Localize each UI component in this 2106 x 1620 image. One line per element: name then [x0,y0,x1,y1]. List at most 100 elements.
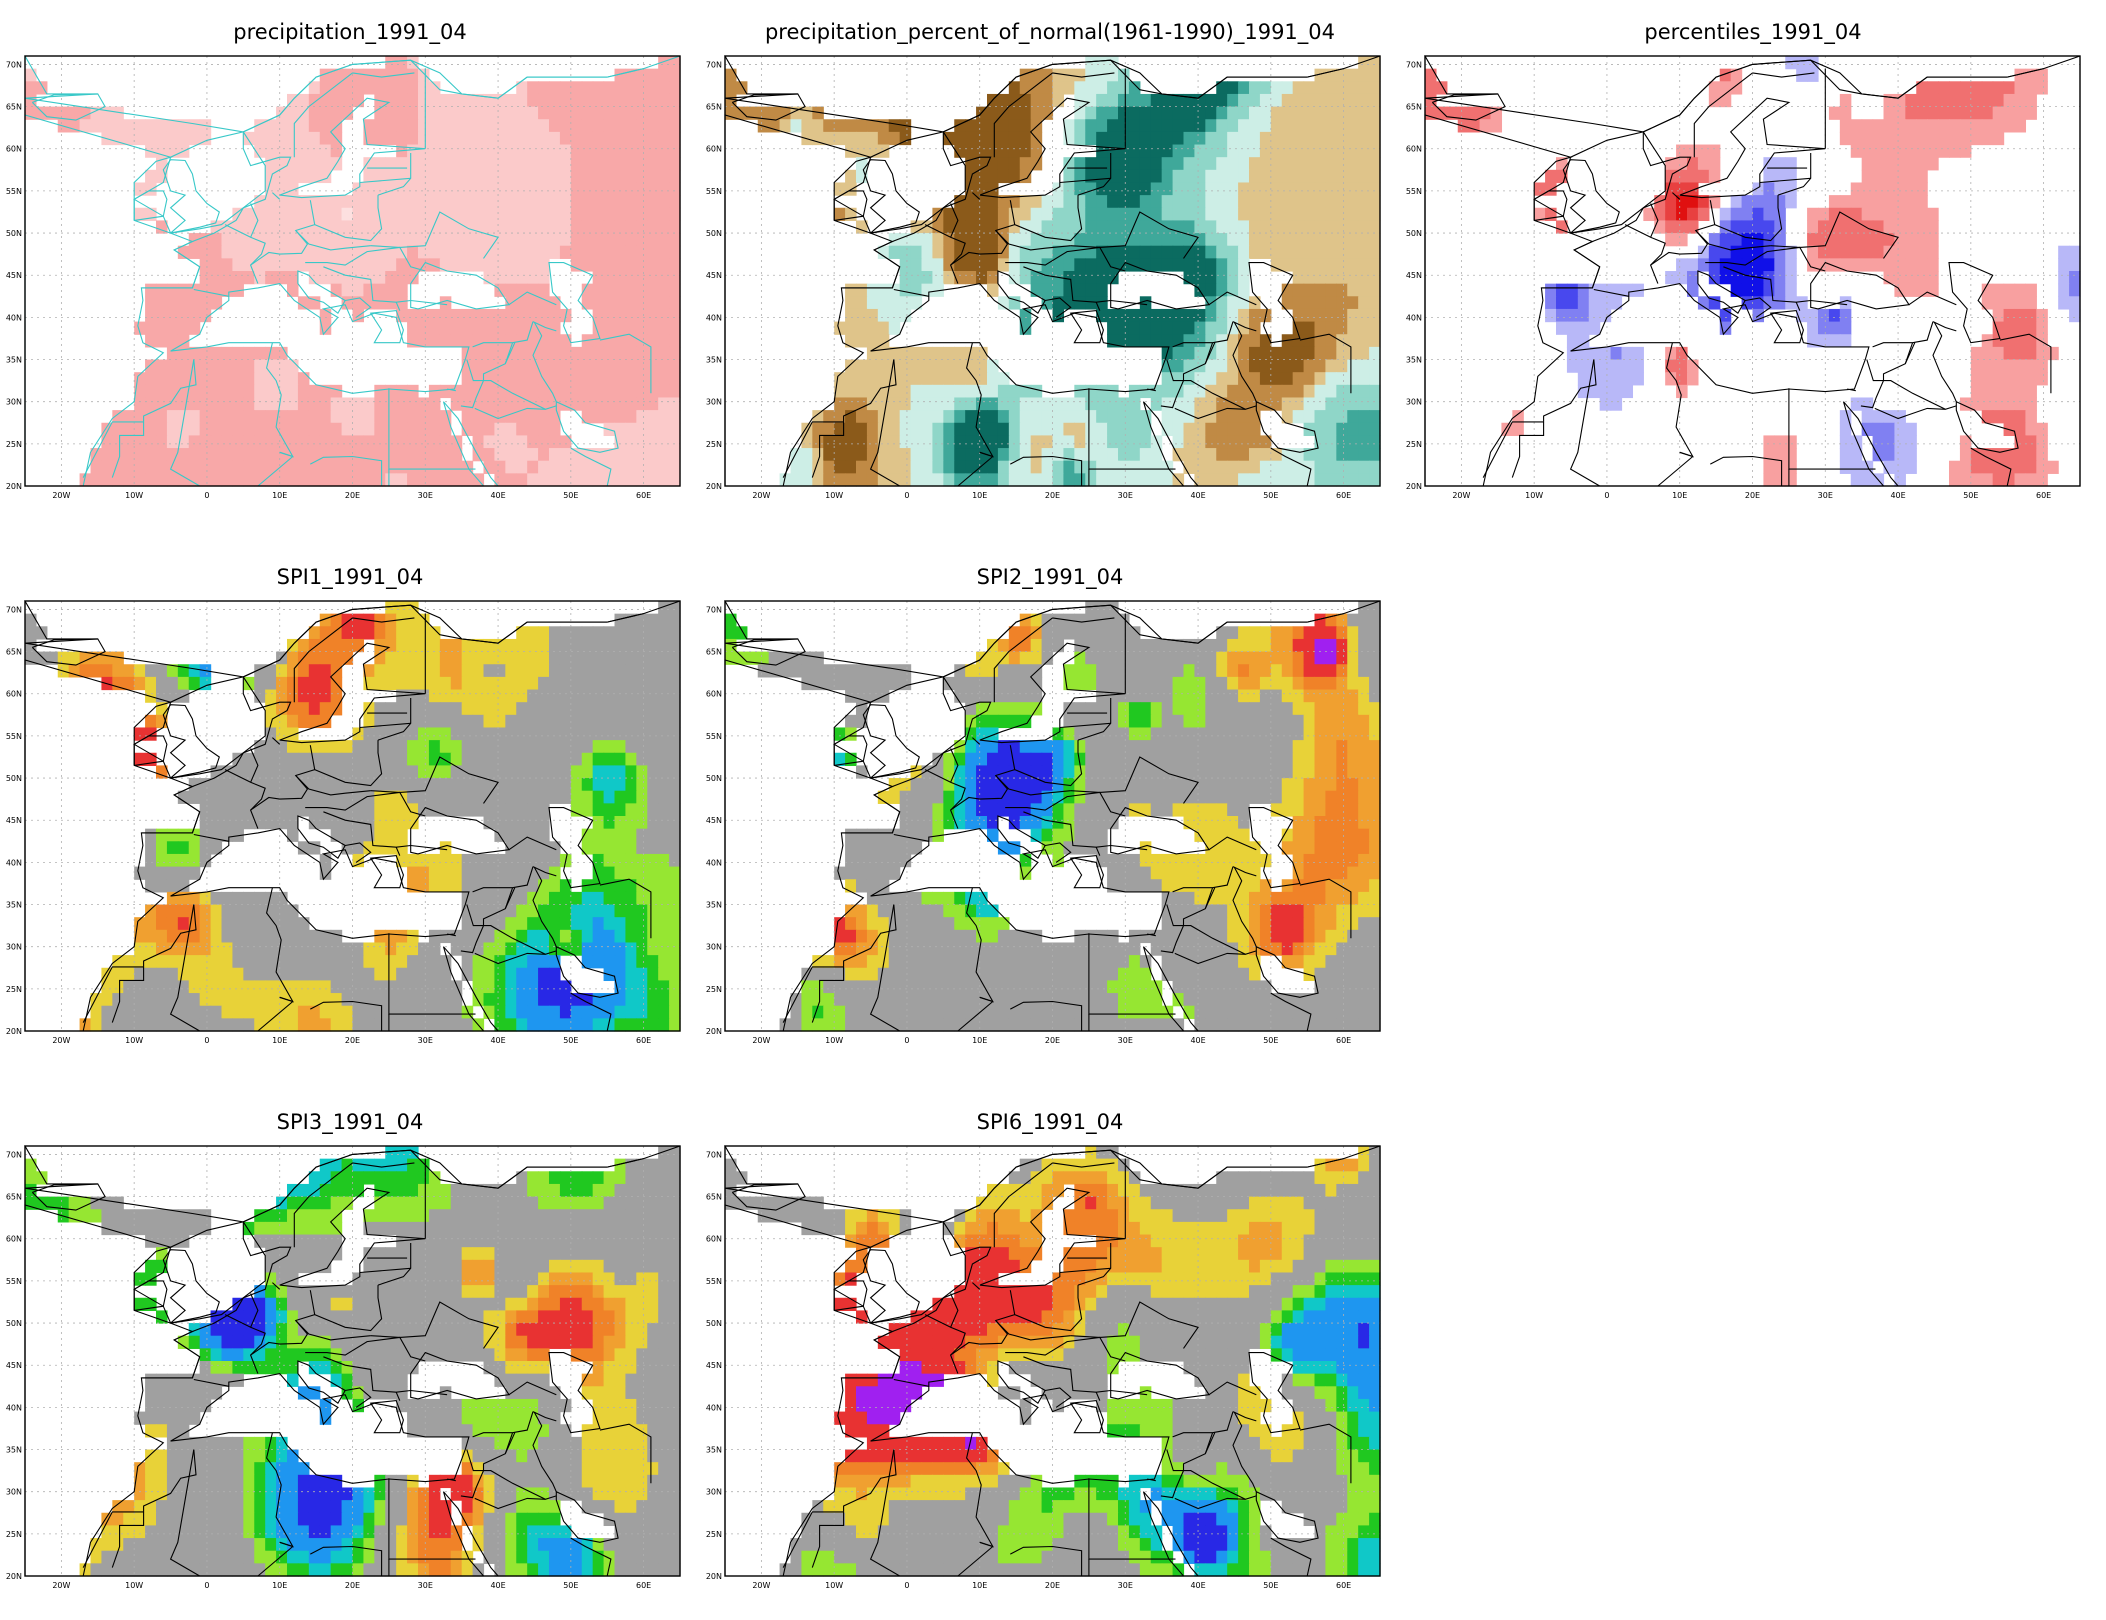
data-cell [636,271,648,285]
data-cell [199,422,212,437]
data-cell [1883,207,1896,222]
data-cell [943,220,955,234]
data-cell [965,397,977,411]
data-cell [1161,460,1174,474]
data-cell [472,651,485,665]
data-cell [210,220,223,234]
data-cell [1369,258,1381,272]
data-cell [888,448,901,462]
data-cell [669,410,681,424]
data-cell [319,638,332,653]
data-cell [472,638,485,653]
data-cell [997,207,1010,222]
data-cell [134,993,146,1007]
data-cell [276,904,288,918]
data-cell [1238,321,1250,335]
data-cell [1556,296,1568,310]
data-cell [965,372,977,386]
data-cell [177,435,190,449]
data-cell [1030,397,1043,411]
data-cell [221,904,234,918]
data-cell [374,119,386,133]
data-cell [1118,220,1130,234]
data-cell [57,106,70,120]
data-cell [1358,422,1370,437]
data-cell [494,879,506,893]
data-cell [265,676,277,691]
data-cell [658,258,670,272]
data-cell [1916,271,1928,285]
data-cell [636,182,648,196]
data-cell [658,929,670,944]
data-cell [221,245,234,259]
data-cell [297,765,310,779]
data-cell [1238,422,1250,437]
data-cell [603,220,616,234]
data-cell [647,448,659,462]
data-cell [341,816,354,830]
data-cell [254,676,266,691]
data-cell [297,397,310,411]
country-border [1052,72,1115,78]
data-cell [330,435,343,449]
data-cell [614,422,627,437]
data-cell [287,157,299,171]
data-cell [156,980,168,994]
data-cell [1259,334,1272,348]
data-cell [341,283,354,297]
data-cell [1107,245,1119,259]
data-cell [1150,169,1163,184]
data-cell [516,410,528,424]
data-cell [1861,182,1874,196]
data-cell [647,68,659,82]
data-cell [965,271,977,285]
data-cell [581,384,594,399]
data-cell [899,245,912,259]
data-cell [1927,106,1939,120]
data-cell [1074,283,1086,297]
data-cell [987,359,999,373]
data-cell [265,891,277,906]
data-cell [1249,195,1261,209]
data-cell [472,917,485,931]
data-cell [603,828,616,842]
data-cell [625,828,637,842]
data-cell [396,245,408,259]
data-cell [221,891,234,906]
data-cell [1292,144,1305,158]
data-cell [1161,384,1174,399]
data-cell [943,448,955,462]
coastlines-and-borders [724,55,1381,487]
data-cell [1665,359,1677,373]
data-cell [505,346,517,361]
data-cell [221,460,234,474]
data-cell [1325,220,1337,234]
data-cell [1347,131,1359,146]
data-cell [1281,258,1294,272]
data-cell [658,334,670,348]
data-cell [877,334,890,348]
data-cell [1150,258,1163,272]
data-cell [625,106,637,120]
data-cell [407,803,419,817]
data-cell [287,651,299,665]
data-cell [1041,397,1054,411]
lon-tick-label: 10E [1672,491,1687,500]
data-cell [538,448,550,462]
data-cell [308,765,321,779]
lat-tick-label: 50N [6,229,22,238]
data-cell [505,245,517,259]
data-cell [319,397,332,411]
data-cell [570,664,583,678]
data-cell [1763,296,1775,310]
data-cell [450,448,463,462]
data-cell [625,613,637,627]
data-cell [592,891,605,906]
country-border [310,455,383,486]
data-cell [341,803,354,817]
data-cell [1249,422,1261,437]
data-cell [319,410,332,424]
data-cell [1949,119,1961,133]
data-cell [407,853,419,868]
data-cell [581,955,594,969]
